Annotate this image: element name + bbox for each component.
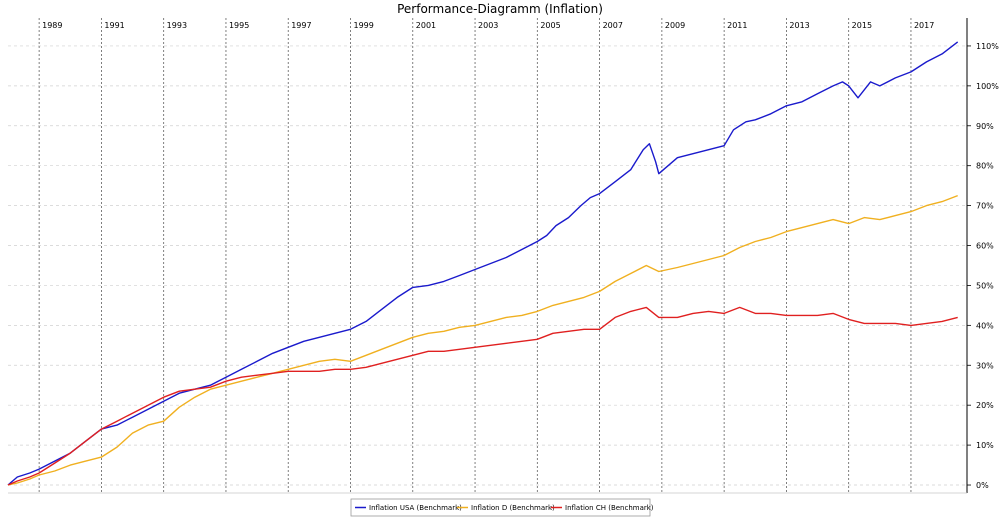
x-tick-label-2011: 2011 <box>727 21 747 30</box>
legend-box <box>350 498 651 517</box>
x-tick-label-1989: 1989 <box>42 21 62 30</box>
y-tick-label-90: 90% <box>976 122 994 131</box>
y-tick-label-20: 20% <box>976 401 994 410</box>
x-tick-label-1993: 1993 <box>167 21 187 30</box>
y-tick-labels: 0% 10% 20% 30% 40% 50% 60% 70% 80% 90% 100% 110% <box>976 42 999 490</box>
x-tick-label-2001: 2001 <box>416 21 436 30</box>
y-tick-label-10: 10% <box>976 441 994 450</box>
y-tick-label-40: 40% <box>976 321 994 330</box>
x-tick-label-2003: 2003 <box>478 21 498 30</box>
y-tick-label-60: 60% <box>976 242 994 251</box>
x-tick-label-2017: 2017 <box>914 21 934 30</box>
legend-label-3: Inflation CH (Benchmark) <box>565 504 654 512</box>
series-lines <box>7 41 959 486</box>
x-tick-label-2015: 2015 <box>852 21 872 30</box>
y-tick-label-80: 80% <box>976 162 994 171</box>
y-tick-label-50: 50% <box>976 281 994 290</box>
x-tick-label-2009: 2009 <box>665 21 685 30</box>
y-tick-label-0: 0% <box>976 481 989 490</box>
y-tick-label-30: 30% <box>976 361 994 370</box>
legend-label-2: Inflation D (Benchmark) <box>471 504 555 512</box>
x-tick-label-1997: 1997 <box>291 21 311 30</box>
y-tick-label-110: 110% <box>976 42 999 51</box>
legend-label-1: Inflation USA (Benchmark) <box>369 504 462 512</box>
vertical-gridlines <box>38 18 912 493</box>
x-tick-labels: 1989 1991 1993 1995 1997 1999 2001 2003 2005 2007… <box>42 21 934 30</box>
series-line-3 <box>7 306 958 486</box>
chart-title: Performance-Diagramm (Inflation) <box>397 2 603 16</box>
horizontal-gridlines <box>8 45 967 486</box>
x-tick-label-2005: 2005 <box>540 21 560 30</box>
series-line-1 <box>7 41 959 486</box>
legend: Inflation USA (Benchmark) Inflation D (Be… <box>350 498 654 517</box>
x-tick-label-1995: 1995 <box>229 21 249 30</box>
x-tick-label-2013: 2013 <box>789 21 809 30</box>
x-tick-label-2007: 2007 <box>603 21 623 30</box>
axes <box>8 18 971 494</box>
series-line-2 <box>7 194 958 486</box>
x-tick-label-1999: 1999 <box>354 21 374 30</box>
y-tick-label-70: 70% <box>976 202 994 211</box>
y-tick-label-100: 100% <box>976 82 999 91</box>
x-tick-label-1991: 1991 <box>104 21 124 30</box>
